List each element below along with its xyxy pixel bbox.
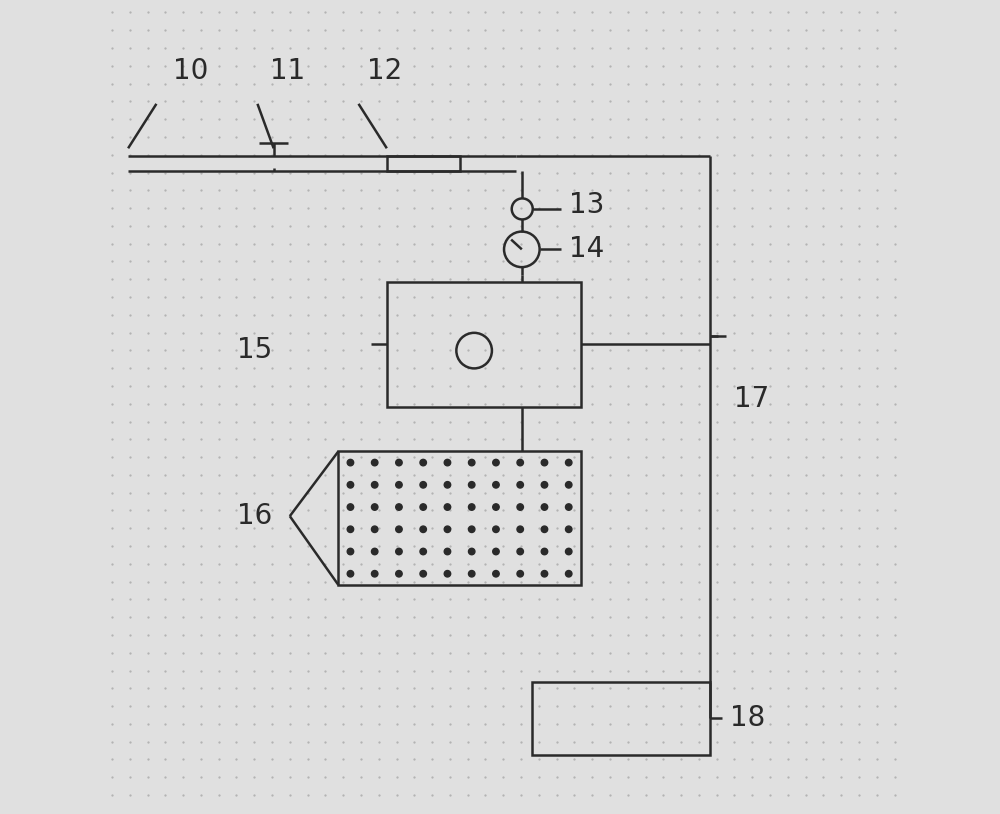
- Circle shape: [420, 549, 426, 555]
- Bar: [532, 682, 710, 755]
- Text: 10: 10: [173, 58, 208, 85]
- Circle shape: [565, 526, 572, 532]
- Circle shape: [371, 504, 378, 510]
- Circle shape: [371, 482, 378, 488]
- Circle shape: [468, 459, 475, 466]
- Text: 14: 14: [569, 235, 604, 264]
- Text: 16: 16: [237, 502, 273, 530]
- Text: 15: 15: [237, 336, 273, 365]
- Circle shape: [517, 459, 523, 466]
- Circle shape: [541, 482, 548, 488]
- Circle shape: [493, 571, 499, 577]
- Circle shape: [517, 504, 523, 510]
- Text: 13: 13: [569, 191, 604, 219]
- Circle shape: [444, 526, 451, 532]
- Circle shape: [396, 482, 402, 488]
- Circle shape: [565, 571, 572, 577]
- Circle shape: [468, 571, 475, 577]
- Circle shape: [444, 549, 451, 555]
- Circle shape: [468, 482, 475, 488]
- Circle shape: [396, 549, 402, 555]
- Circle shape: [517, 482, 523, 488]
- Circle shape: [517, 549, 523, 555]
- Circle shape: [347, 482, 354, 488]
- Circle shape: [493, 526, 499, 532]
- Circle shape: [444, 482, 451, 488]
- Circle shape: [565, 504, 572, 510]
- Circle shape: [541, 504, 548, 510]
- Circle shape: [396, 504, 402, 510]
- Circle shape: [493, 459, 499, 466]
- Circle shape: [347, 504, 354, 510]
- Circle shape: [541, 526, 548, 532]
- Text: 17: 17: [734, 385, 770, 413]
- Circle shape: [565, 459, 572, 466]
- Circle shape: [541, 571, 548, 577]
- Circle shape: [396, 571, 402, 577]
- Circle shape: [468, 526, 475, 532]
- Circle shape: [517, 526, 523, 532]
- Bar: [387, 156, 460, 171]
- Circle shape: [420, 482, 426, 488]
- Circle shape: [565, 549, 572, 555]
- Circle shape: [371, 571, 378, 577]
- Circle shape: [347, 571, 354, 577]
- Circle shape: [420, 526, 426, 532]
- Text: 12: 12: [367, 58, 402, 85]
- Circle shape: [541, 459, 548, 466]
- Circle shape: [396, 526, 402, 532]
- Circle shape: [468, 549, 475, 555]
- Text: 11: 11: [270, 58, 305, 85]
- Circle shape: [444, 571, 451, 577]
- Circle shape: [468, 504, 475, 510]
- Circle shape: [347, 526, 354, 532]
- Circle shape: [420, 504, 426, 510]
- Text: 18: 18: [730, 704, 766, 733]
- Circle shape: [493, 482, 499, 488]
- Circle shape: [541, 549, 548, 555]
- Circle shape: [493, 504, 499, 510]
- Circle shape: [493, 549, 499, 555]
- Circle shape: [420, 459, 426, 466]
- Circle shape: [371, 459, 378, 466]
- Circle shape: [371, 526, 378, 532]
- Circle shape: [565, 482, 572, 488]
- Circle shape: [371, 549, 378, 555]
- Circle shape: [420, 571, 426, 577]
- Circle shape: [444, 459, 451, 466]
- Circle shape: [396, 459, 402, 466]
- Circle shape: [517, 571, 523, 577]
- Bar: [338, 452, 581, 584]
- Circle shape: [347, 459, 354, 466]
- Circle shape: [347, 549, 354, 555]
- Circle shape: [444, 504, 451, 510]
- Bar: [387, 282, 581, 407]
